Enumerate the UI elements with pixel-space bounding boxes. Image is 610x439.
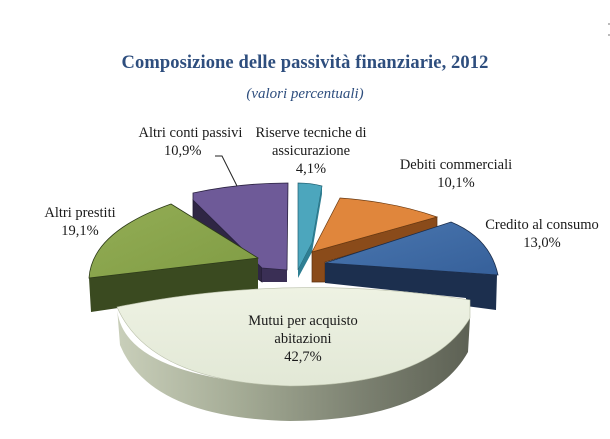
edge-mark: [608, 23, 610, 25]
chart-subtitle: (valori percentuali): [246, 86, 364, 102]
slice-credito-al-consumo: [324, 221, 499, 310]
edge-mark: [608, 34, 610, 36]
label-altri-conti-passivi: Altri conti passivi 10,9%: [138, 125, 243, 159]
slice-riserve-tecniche: [297, 182, 323, 278]
label-riserve-tecniche: Riserve tecniche di assicurazione 4,1%: [255, 125, 367, 177]
label-credito-al-consumo: Credito al consumo 13,0%: [485, 217, 599, 251]
label-debiti-commerciali: Debiti commerciali 10,1%: [399, 157, 513, 191]
slice-mutui-abitazioni: [116, 287, 471, 421]
leader-line-altri-conti: [215, 155, 238, 187]
chart-title: Composizione delle passività finanziarie…: [121, 53, 489, 73]
slice-debiti-commerciali: [311, 197, 439, 283]
label-altri-prestiti: Altri prestiti 19,1%: [44, 205, 116, 239]
label-mutui-abitazioni: Mutui per acquisto abitazioni 42,7%: [248, 313, 358, 365]
